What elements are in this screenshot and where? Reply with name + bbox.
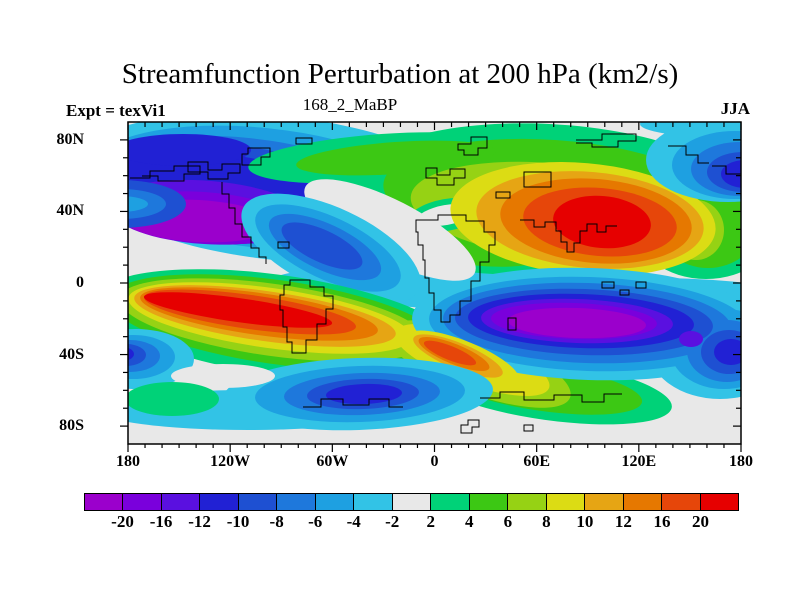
experiment-label: Expt = texVi1 bbox=[66, 101, 166, 120]
colorbar bbox=[84, 493, 739, 511]
colorbar-label--8: -8 bbox=[269, 512, 284, 531]
colorbar-label--12: -12 bbox=[188, 512, 211, 531]
colorbar-segment-1 bbox=[122, 493, 162, 511]
axis-ticks bbox=[120, 122, 742, 452]
colorbar-segment-8 bbox=[391, 493, 432, 511]
colorbar-segment-0 bbox=[84, 493, 124, 511]
colorbar-label-16: 16 bbox=[653, 512, 671, 531]
x-axis-label-4: 60E bbox=[523, 453, 550, 470]
colorbar-label--20: -20 bbox=[111, 512, 134, 531]
colorbar-label--2: -2 bbox=[385, 512, 400, 531]
colorbar-segment-9 bbox=[430, 493, 470, 511]
colorbar-label-20: 20 bbox=[691, 512, 709, 531]
colorbar-label--16: -16 bbox=[149, 512, 173, 531]
page-title: Streamfunction Perturbation at 200 hPa (… bbox=[121, 58, 679, 90]
x-axis-label-1: 120W bbox=[210, 453, 251, 470]
season-label: JJA bbox=[720, 99, 750, 118]
colorbar-segment-2 bbox=[160, 493, 201, 511]
colorbar-segment-14 bbox=[622, 493, 663, 511]
y-axis-label-40N: 40N bbox=[56, 202, 84, 220]
colorbar-label--6: -6 bbox=[308, 512, 323, 531]
colorbar-label-2: 2 bbox=[426, 512, 436, 531]
x-axis-label-2: 60W bbox=[316, 453, 349, 470]
colorbar-segment-6 bbox=[314, 493, 355, 511]
colorbar-label-10: 10 bbox=[576, 512, 594, 531]
colorbar-label--10: -10 bbox=[226, 512, 250, 531]
x-axis-label-6: 180 bbox=[729, 453, 753, 470]
contour-field bbox=[128, 122, 741, 444]
colorbar-segment-7 bbox=[353, 493, 393, 511]
x-axis-label-3: 0 bbox=[430, 453, 439, 470]
y-axis-label-0: 0 bbox=[76, 274, 84, 291]
y-axis-label-40S: 40S bbox=[59, 345, 84, 363]
x-axis-label-5: 120E bbox=[621, 453, 657, 470]
colorbar-segment-4 bbox=[237, 493, 278, 511]
colorbar-label-12: 12 bbox=[614, 512, 632, 531]
y-axis-label-80N: 80N bbox=[56, 130, 84, 148]
colorbar-segment-16 bbox=[699, 493, 739, 511]
colorbar-segment-11 bbox=[507, 493, 547, 511]
colorbar-segment-3 bbox=[199, 493, 239, 511]
colorbar-label-4: 4 bbox=[465, 512, 474, 531]
run-id-label: 168_2_MaBP bbox=[302, 95, 398, 114]
colorbar-label-8: 8 bbox=[542, 512, 551, 531]
colorbar-segment-10 bbox=[468, 493, 509, 511]
coastlines bbox=[130, 133, 741, 434]
colorbar-segment-12 bbox=[545, 493, 586, 511]
colorbar-segment-15 bbox=[661, 493, 701, 511]
x-axis-label-0: 180 bbox=[116, 453, 140, 470]
y-axis-label-80S: 80S bbox=[59, 417, 84, 435]
colorbar-label-6: 6 bbox=[503, 512, 513, 531]
colorbar-segment-13 bbox=[584, 493, 624, 511]
colorbar-label--4: -4 bbox=[346, 512, 361, 531]
colorbar-segment-5 bbox=[276, 493, 316, 511]
